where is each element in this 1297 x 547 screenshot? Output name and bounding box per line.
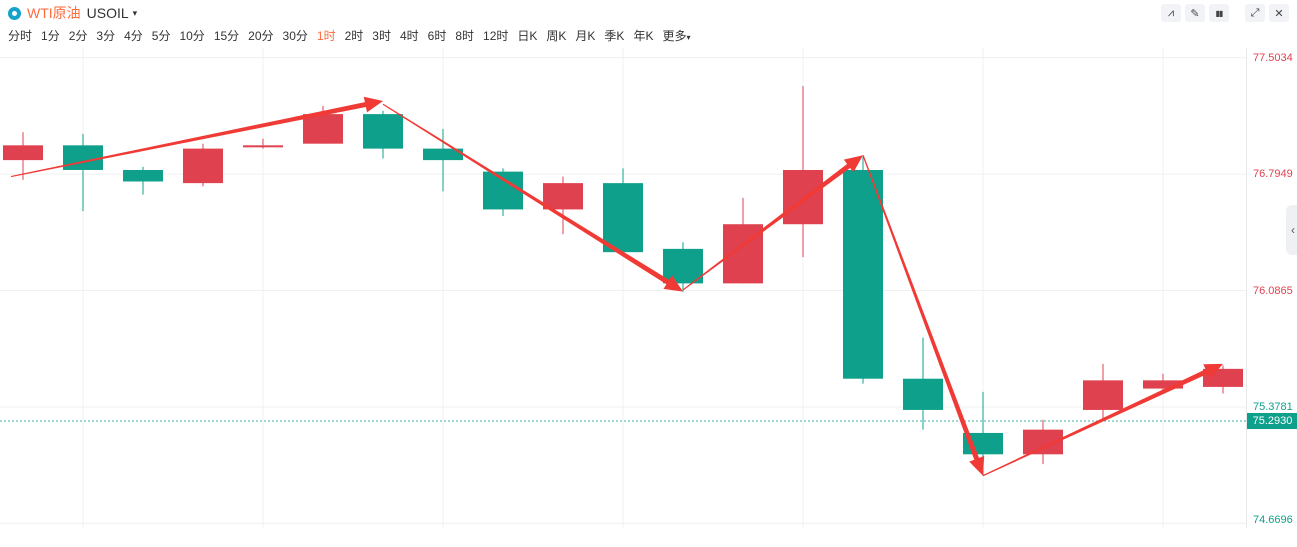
candle-down [903, 378, 943, 410]
last-price-tag: 75.2930 [1247, 412, 1297, 429]
candle-down [363, 114, 403, 149]
period-tab[interactable]: 5分 [151, 29, 171, 43]
period-tab[interactable]: 年K [633, 29, 654, 43]
symbol-logo-icon [8, 6, 21, 20]
price-axis: 77.5034 76.7949 76.0865 75.3781 74.6696 75.29… [1246, 48, 1297, 528]
chevron-left-icon: ‹ [1291, 223, 1295, 237]
period-tab[interactable]: 2时 [344, 29, 364, 43]
trend-arrow [382, 103, 683, 292]
candle-down [603, 183, 643, 253]
period-tab[interactable]: 季K [604, 29, 625, 43]
period-tab[interactable]: 月K [575, 29, 596, 43]
trend-arrow [982, 363, 1223, 477]
period-tab[interactable]: 4时 [399, 29, 419, 43]
period-tab[interactable]: 3分 [96, 29, 116, 43]
period-tab[interactable]: 12时 [483, 29, 509, 43]
candle-up [783, 169, 823, 225]
symbol-code: USOIL [86, 5, 129, 21]
period-tab[interactable]: 1时 [316, 29, 336, 43]
price-axis-label: 76.0865 [1253, 284, 1293, 297]
chart-header: WTI原油 USOIL ▾ ⩘ ✎ ▮▮ ⤢ ✕ [0, 0, 1297, 24]
price-axis-label: 74.6696 [1253, 514, 1293, 526]
candle-down [663, 248, 703, 284]
candle-up [1143, 380, 1183, 389]
period-tab[interactable]: 15分 [213, 29, 240, 43]
period-tab[interactable]: 2分 [68, 29, 88, 43]
candle-down [483, 171, 523, 210]
period-tab[interactable]: 分时 [8, 29, 33, 43]
candle-up [3, 145, 43, 161]
period-tab[interactable]: 8时 [455, 29, 475, 43]
trend-arrow [682, 155, 863, 291]
draw-pencil-icon[interactable]: ✎ [1185, 4, 1205, 22]
candle-down [423, 148, 463, 161]
period-tab[interactable]: 6时 [427, 29, 447, 43]
candlestick-chart [0, 48, 1246, 528]
price-axis-label: 77.5034 [1253, 51, 1293, 64]
period-tab[interactable]: 30分 [282, 29, 308, 43]
symbol-name: WTI原油 [27, 5, 81, 21]
period-tab[interactable]: 日K [517, 29, 538, 43]
fullscreen-icon[interactable]: ⤢ [1245, 4, 1265, 22]
chevron-down-icon: ▾ [132, 7, 138, 18]
trend-arrow [862, 155, 985, 476]
candle-down [123, 169, 163, 182]
candle-down [843, 169, 883, 379]
symbol-selector[interactable]: WTI原油 USOIL ▾ [8, 3, 137, 23]
candle-down [63, 145, 103, 170]
price-axis-label: 76.7949 [1253, 168, 1293, 181]
period-tab[interactable]: 周K [546, 29, 567, 43]
chevron-down-icon: ▾ [686, 33, 691, 42]
chart-plot-area[interactable] [0, 48, 1246, 528]
period-tab[interactable]: 20分 [248, 29, 274, 43]
candle-up [183, 148, 223, 184]
period-tab[interactable]: 3时 [372, 29, 391, 43]
side-panel-toggle[interactable]: ‹ [1286, 205, 1297, 255]
period-tab[interactable]: 更多▾ [662, 29, 691, 43]
trend-arrow [10, 96, 384, 178]
price-axis-label: 75.3781 [1253, 400, 1293, 413]
period-tab[interactable]: 10分 [179, 29, 205, 43]
candle-up [1083, 380, 1123, 410]
candle-up [243, 145, 283, 148]
period-tab[interactable]: 1分 [41, 29, 60, 43]
candle-style-icon[interactable]: ▮▮ [1209, 4, 1229, 22]
candle-up [543, 183, 583, 210]
period-tabs: 分时 1分 2分 3分 4分 5分 10分 15分 20分 30分 1时 2时 3时 4时 6时 8时 12时日… [8, 27, 699, 44]
toolbar: ⩘ ✎ ▮▮ ⤢ ✕ [1161, 4, 1289, 22]
period-tab[interactable]: 4分 [124, 29, 143, 43]
indicator-icon[interactable]: ⩘ [1161, 4, 1181, 22]
close-icon[interactable]: ✕ [1269, 4, 1289, 22]
candle-up [303, 114, 343, 144]
